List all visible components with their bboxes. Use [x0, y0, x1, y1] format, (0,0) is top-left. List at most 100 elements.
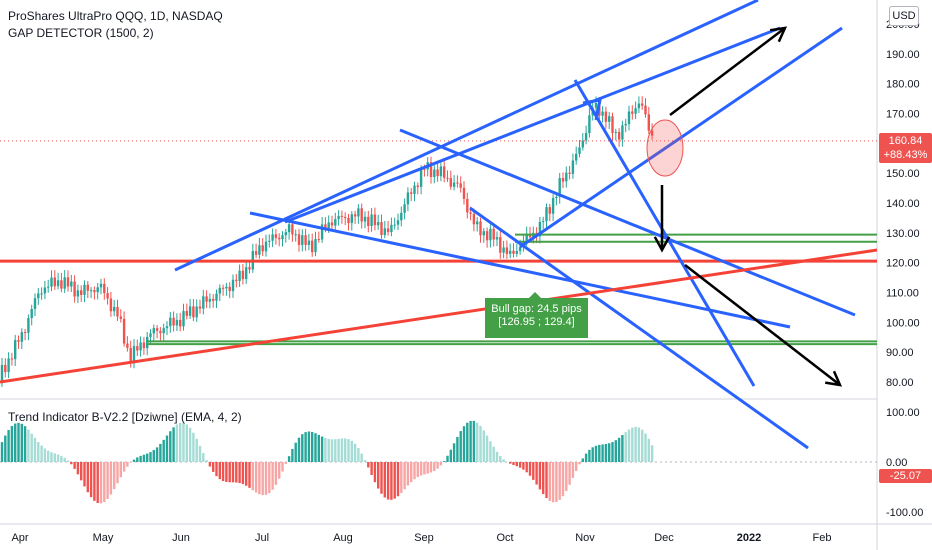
osc-bar [410, 462, 413, 483]
osc-bar [195, 438, 198, 462]
osc-bar [0, 442, 4, 462]
highlight-ellipse [646, 119, 684, 177]
candle-body [136, 346, 139, 351]
candle-body [89, 290, 93, 292]
candle-body [142, 342, 146, 349]
currency-button[interactable]: USD [889, 6, 919, 26]
price-tick-label: 100.00 [886, 317, 920, 329]
candle-body [284, 232, 287, 236]
osc-bar [33, 437, 37, 462]
trendline [249, 211, 791, 329]
time-tick-label: Jun [172, 532, 190, 544]
osc-bar [406, 462, 410, 486]
candle-body [304, 235, 307, 245]
chart-title: ProShares UltraPro QQQ, 1D, NASDAQ [8, 9, 223, 23]
price-tick-label: 170.00 [886, 109, 920, 121]
candle-body [248, 267, 251, 270]
black-arrow-line [669, 27, 786, 116]
candle-body [311, 240, 314, 253]
osc-bar [159, 443, 162, 462]
osc-bar [297, 437, 301, 462]
time-tick-label: Nov [575, 532, 595, 544]
candle-body [439, 166, 443, 177]
candle-body [268, 240, 271, 242]
osc-bar [70, 462, 73, 465]
osc-bar [268, 462, 271, 494]
candle-body [489, 228, 492, 241]
candle-body [47, 286, 50, 288]
time-axis[interactable]: Apr May Jun Jul Aug Sep Oct Nov Dec 2022 Feb [11, 532, 831, 544]
osc-bar [284, 462, 287, 464]
osc-bar [192, 432, 195, 462]
osc-bar [525, 462, 528, 473]
candle-body [185, 311, 188, 316]
candle-body [347, 217, 350, 224]
trend-indicator-legend[interactable]: Trend Indicator B-V2.2 [Dziwne] (EMA, 4,… [8, 410, 242, 424]
candle-body [235, 279, 238, 281]
osc-bar [637, 427, 641, 462]
osc-bar [545, 462, 548, 499]
candle-body [40, 293, 43, 295]
candle-body [320, 224, 324, 240]
candle-body [466, 198, 469, 213]
candle-body [182, 311, 185, 327]
candle-body [271, 234, 274, 241]
candle-body [452, 182, 456, 187]
horizontal-levels [0, 140, 877, 346]
oscillator-axis[interactable]: 100.00 0.00 -100.00 [886, 407, 923, 519]
osc-bar [598, 444, 601, 462]
candle-body [357, 208, 360, 217]
osc-bar [56, 454, 60, 462]
price-axis[interactable]: 200.00190.00180.00170.00160.00150.00140.… [886, 19, 920, 389]
candle-body [215, 293, 218, 301]
osc-bar [152, 450, 155, 462]
osc-bar [136, 457, 139, 462]
candle-body [555, 196, 558, 199]
candle-body [56, 280, 60, 287]
osc-bar [248, 462, 251, 488]
osc-bar [617, 437, 621, 462]
osc-bar [291, 448, 294, 462]
candle-body [509, 250, 512, 254]
candle-body [624, 123, 627, 126]
candle-body [327, 222, 330, 229]
candle-body [373, 214, 377, 226]
osc-bar [492, 446, 495, 462]
osc-bar [466, 422, 469, 462]
osc-bar [443, 461, 446, 462]
osc-bar [287, 456, 291, 462]
osc-bar [413, 462, 416, 480]
candle-body [297, 234, 301, 245]
osc-bar [278, 462, 281, 479]
osc-bar [258, 462, 261, 495]
candle-body [410, 192, 413, 194]
osc-bar [565, 462, 568, 491]
osc-bar [162, 439, 165, 462]
candle-body [644, 105, 647, 115]
red-trendline [0, 248, 878, 384]
candle-body [0, 364, 4, 382]
osc-bar [650, 445, 654, 462]
osc-bar [627, 429, 631, 462]
osc-tick-label: 100.00 [886, 407, 920, 419]
candle-body [614, 131, 617, 133]
gap-detector-legend[interactable]: GAP DETECTOR (1500, 2) [8, 26, 154, 40]
osc-bar [80, 462, 83, 481]
osc-bar [139, 455, 142, 462]
osc-bar [99, 462, 103, 504]
osc-bar [119, 462, 122, 478]
osc-bar [311, 431, 314, 462]
price-tick-label: 120.00 [886, 258, 920, 270]
candle-body [254, 251, 258, 255]
candle-body [400, 212, 403, 221]
osc-bar [198, 445, 202, 462]
price-tick-label: 140.00 [886, 198, 920, 210]
candle-body [499, 237, 502, 253]
black-arrow-line [684, 264, 841, 386]
candle-body [650, 130, 654, 136]
candle-body [525, 233, 528, 242]
osc-bar [439, 462, 443, 466]
osc-bar [169, 431, 172, 462]
price-tick-label: 80.00 [886, 377, 914, 389]
